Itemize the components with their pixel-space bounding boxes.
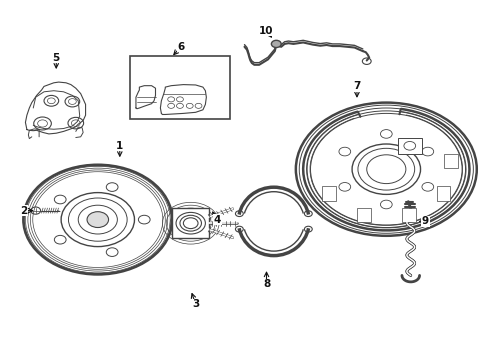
Bar xyxy=(401,208,415,222)
Circle shape xyxy=(54,195,66,204)
Circle shape xyxy=(23,165,172,274)
Circle shape xyxy=(176,212,205,234)
Circle shape xyxy=(303,108,468,230)
Bar xyxy=(436,186,449,201)
Text: 6: 6 xyxy=(177,42,184,52)
Bar xyxy=(356,208,370,222)
Circle shape xyxy=(271,40,281,48)
Circle shape xyxy=(106,248,118,256)
Bar xyxy=(397,138,421,154)
Circle shape xyxy=(421,147,433,156)
Circle shape xyxy=(87,212,108,228)
Circle shape xyxy=(380,200,391,209)
Bar xyxy=(322,186,335,201)
Bar xyxy=(129,56,229,119)
Circle shape xyxy=(310,113,461,225)
Circle shape xyxy=(338,147,350,156)
Circle shape xyxy=(54,235,66,244)
Circle shape xyxy=(299,105,472,233)
Bar xyxy=(172,208,209,238)
Circle shape xyxy=(421,183,433,191)
Text: 9: 9 xyxy=(421,216,428,226)
Text: 3: 3 xyxy=(192,299,199,309)
Text: 7: 7 xyxy=(352,81,360,91)
Circle shape xyxy=(338,183,350,191)
Text: 2: 2 xyxy=(20,206,27,216)
Circle shape xyxy=(351,144,420,194)
Text: 1: 1 xyxy=(116,141,123,151)
Circle shape xyxy=(380,130,391,138)
Circle shape xyxy=(180,215,201,231)
Text: 10: 10 xyxy=(259,26,273,36)
Circle shape xyxy=(295,103,476,236)
Text: 5: 5 xyxy=(53,53,60,63)
Text: 8: 8 xyxy=(263,279,269,289)
Circle shape xyxy=(138,215,150,224)
Text: 4: 4 xyxy=(213,215,221,225)
Circle shape xyxy=(306,111,465,228)
Circle shape xyxy=(106,183,118,192)
Circle shape xyxy=(183,218,198,229)
Bar xyxy=(444,154,457,168)
